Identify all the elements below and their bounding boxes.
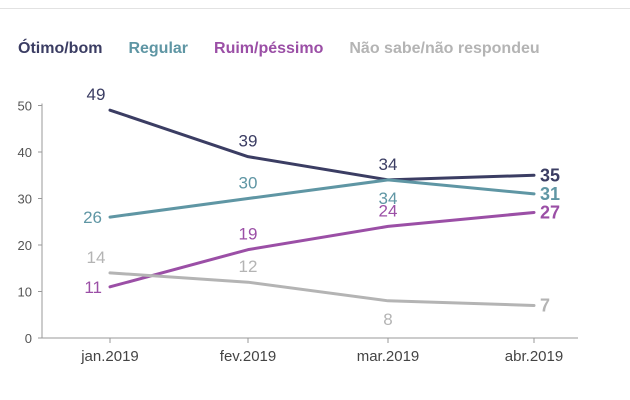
y-tick-label: 40: [18, 145, 32, 160]
chart-legend: Ótimo/bom Regular Ruim/péssimo Não sabe/…: [18, 40, 540, 58]
data-label: 49: [87, 85, 106, 104]
x-tick-label: jan.2019: [80, 348, 139, 365]
y-tick-label: 50: [18, 99, 32, 114]
x-tick-label: mar.2019: [357, 348, 420, 365]
series-line: [108, 108, 536, 182]
legend-item-otimo-bom: Ótimo/bom: [18, 40, 103, 57]
top-divider: [0, 8, 630, 9]
series-line: [108, 178, 536, 219]
x-tick-label: fev.2019: [220, 348, 276, 365]
data-label: 14: [87, 248, 106, 267]
y-tick-label: 0: [25, 331, 32, 346]
x-tick-label: abr.2019: [505, 348, 563, 365]
data-label: 26: [83, 208, 102, 227]
data-label: 34: [379, 189, 398, 208]
series-line: [108, 210, 536, 289]
data-label: 35: [540, 165, 560, 185]
data-label: 7: [540, 295, 550, 315]
data-label: 12: [239, 257, 258, 276]
data-label: 19: [239, 225, 258, 244]
series-line: [108, 271, 536, 307]
data-label: 11: [84, 278, 102, 297]
legend-item-ruim-pessimo: Ruim/péssimo: [214, 40, 324, 57]
data-label: 34: [379, 155, 398, 174]
data-label: 8: [383, 310, 392, 329]
data-label: 39: [239, 132, 258, 151]
data-label: 27: [540, 202, 560, 222]
y-tick-label: 30: [18, 192, 32, 207]
y-tick-label: 10: [18, 285, 32, 300]
data-label: 30: [239, 174, 258, 193]
data-label: 24: [379, 201, 398, 220]
y-tick-label: 20: [18, 238, 32, 253]
legend-item-regular: Regular: [128, 40, 189, 57]
data-label: 31: [540, 184, 560, 204]
legend-item-nao-sabe: Não sabe/não respondeu: [349, 40, 540, 57]
